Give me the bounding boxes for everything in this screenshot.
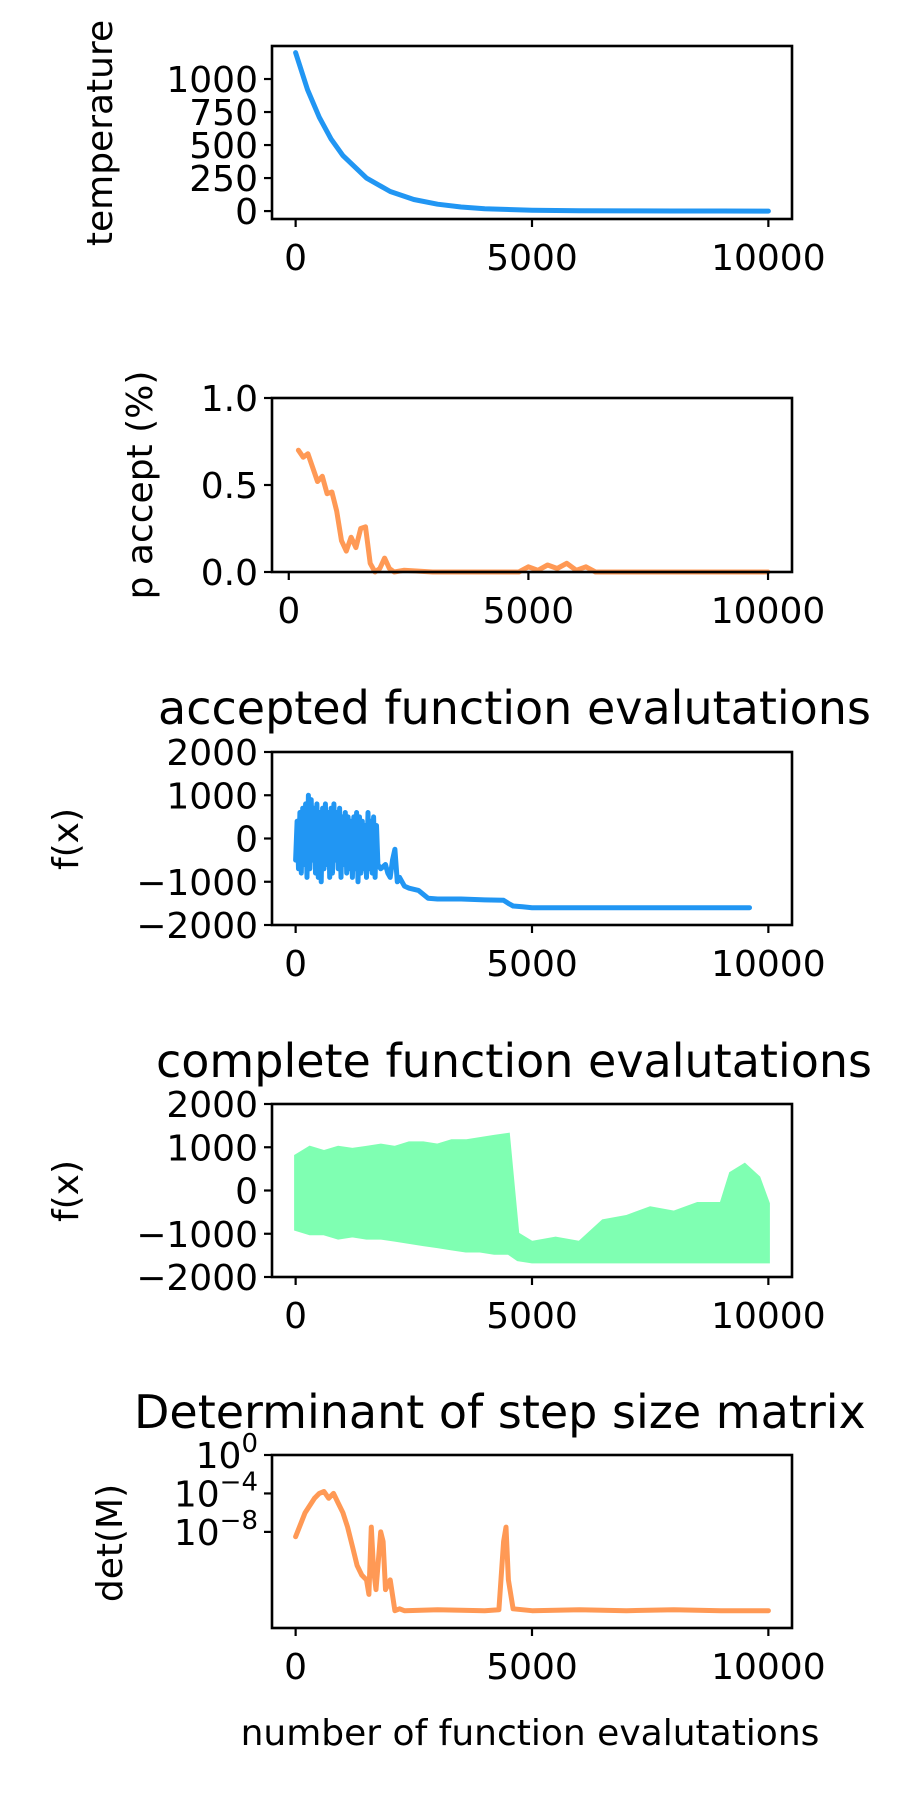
- y-tick-label: 100: [196, 1429, 258, 1477]
- x-tick-label: 5000: [486, 238, 578, 279]
- x-tick-label: 5000: [486, 944, 578, 985]
- x-axis-label: number of function evalutations: [241, 1713, 820, 1754]
- y-tick-label: 10−8: [174, 1506, 258, 1554]
- panel-accepted-evaluations: accepted function evalutations f(x): [46, 681, 871, 870]
- y-tick-label: 2000: [166, 733, 258, 774]
- y-axis-label: temperature: [80, 20, 121, 246]
- x-tick-label: 10000: [711, 1647, 826, 1688]
- x-tick-label: 5000: [486, 1296, 578, 1337]
- y-tick-label: 0: [235, 192, 258, 233]
- x-tick-label: 5000: [483, 591, 575, 632]
- y-tick-label: 750: [189, 93, 258, 134]
- x-tick-label: 10000: [711, 944, 826, 985]
- series-line: [293, 50, 771, 214]
- x-tick-label: 0: [284, 1647, 307, 1688]
- y-tick-label: 10−4: [174, 1467, 258, 1515]
- y-tick-label: 1.0: [201, 379, 258, 420]
- series-band: [294, 1132, 770, 1264]
- x-tick-label: 0: [277, 591, 300, 632]
- y-tick-label: 0: [235, 820, 258, 861]
- y-tick-label: −1000: [136, 1215, 258, 1256]
- y-tick-label: −2000: [136, 906, 258, 947]
- x-tick-label: 10000: [711, 1296, 826, 1337]
- x-tick-label: 0: [284, 944, 307, 985]
- panel-temperature: temperature: [80, 20, 121, 246]
- x-tick-label: 10000: [711, 591, 826, 632]
- x-tick-label: 10000: [711, 238, 826, 279]
- panel-title: complete function evalutations: [156, 1034, 872, 1088]
- panel-title: Determinant of step size matrix: [134, 1385, 866, 1439]
- series-line: [293, 1489, 771, 1614]
- y-tick-label: 2000: [166, 1085, 258, 1126]
- panel-complete-evaluations: complete function evalutations f(x): [46, 1034, 872, 1222]
- y-tick-label: 250: [189, 159, 258, 200]
- y-tick-label: 0.0: [201, 553, 258, 594]
- y-axis-label: p accept (%): [120, 371, 161, 600]
- y-tick-label: 500: [189, 126, 258, 167]
- y-axis-label: f(x): [46, 808, 87, 870]
- plot-area: 0 5000 10000 0.0 0.5 1.0: [201, 379, 826, 632]
- panel-determinant: Determinant of step size matrix det(M) n…: [90, 1385, 866, 1754]
- y-axis-label: f(x): [46, 1160, 87, 1222]
- y-tick-label: 0.5: [201, 466, 258, 507]
- y-tick-label: 1000: [166, 1128, 258, 1169]
- panel-p-accept: p accept (%): [120, 371, 161, 600]
- y-tick-label: 0: [235, 1172, 258, 1213]
- plot-frame: [270, 44, 794, 221]
- x-tick-label: 0: [284, 1296, 307, 1337]
- series-line: [293, 792, 752, 911]
- series-line: [295, 447, 771, 575]
- y-axis-label: det(M): [90, 1484, 131, 1602]
- x-tick-label: 5000: [486, 1647, 578, 1688]
- y-tick-label: 1000: [166, 60, 258, 101]
- x-tick-label: 0: [284, 238, 307, 279]
- y-tick-label: 1000: [166, 776, 258, 817]
- y-tick-label: −2000: [136, 1258, 258, 1299]
- y-tick-label: −1000: [136, 863, 258, 904]
- panel-title: accepted function evalutations: [158, 681, 871, 735]
